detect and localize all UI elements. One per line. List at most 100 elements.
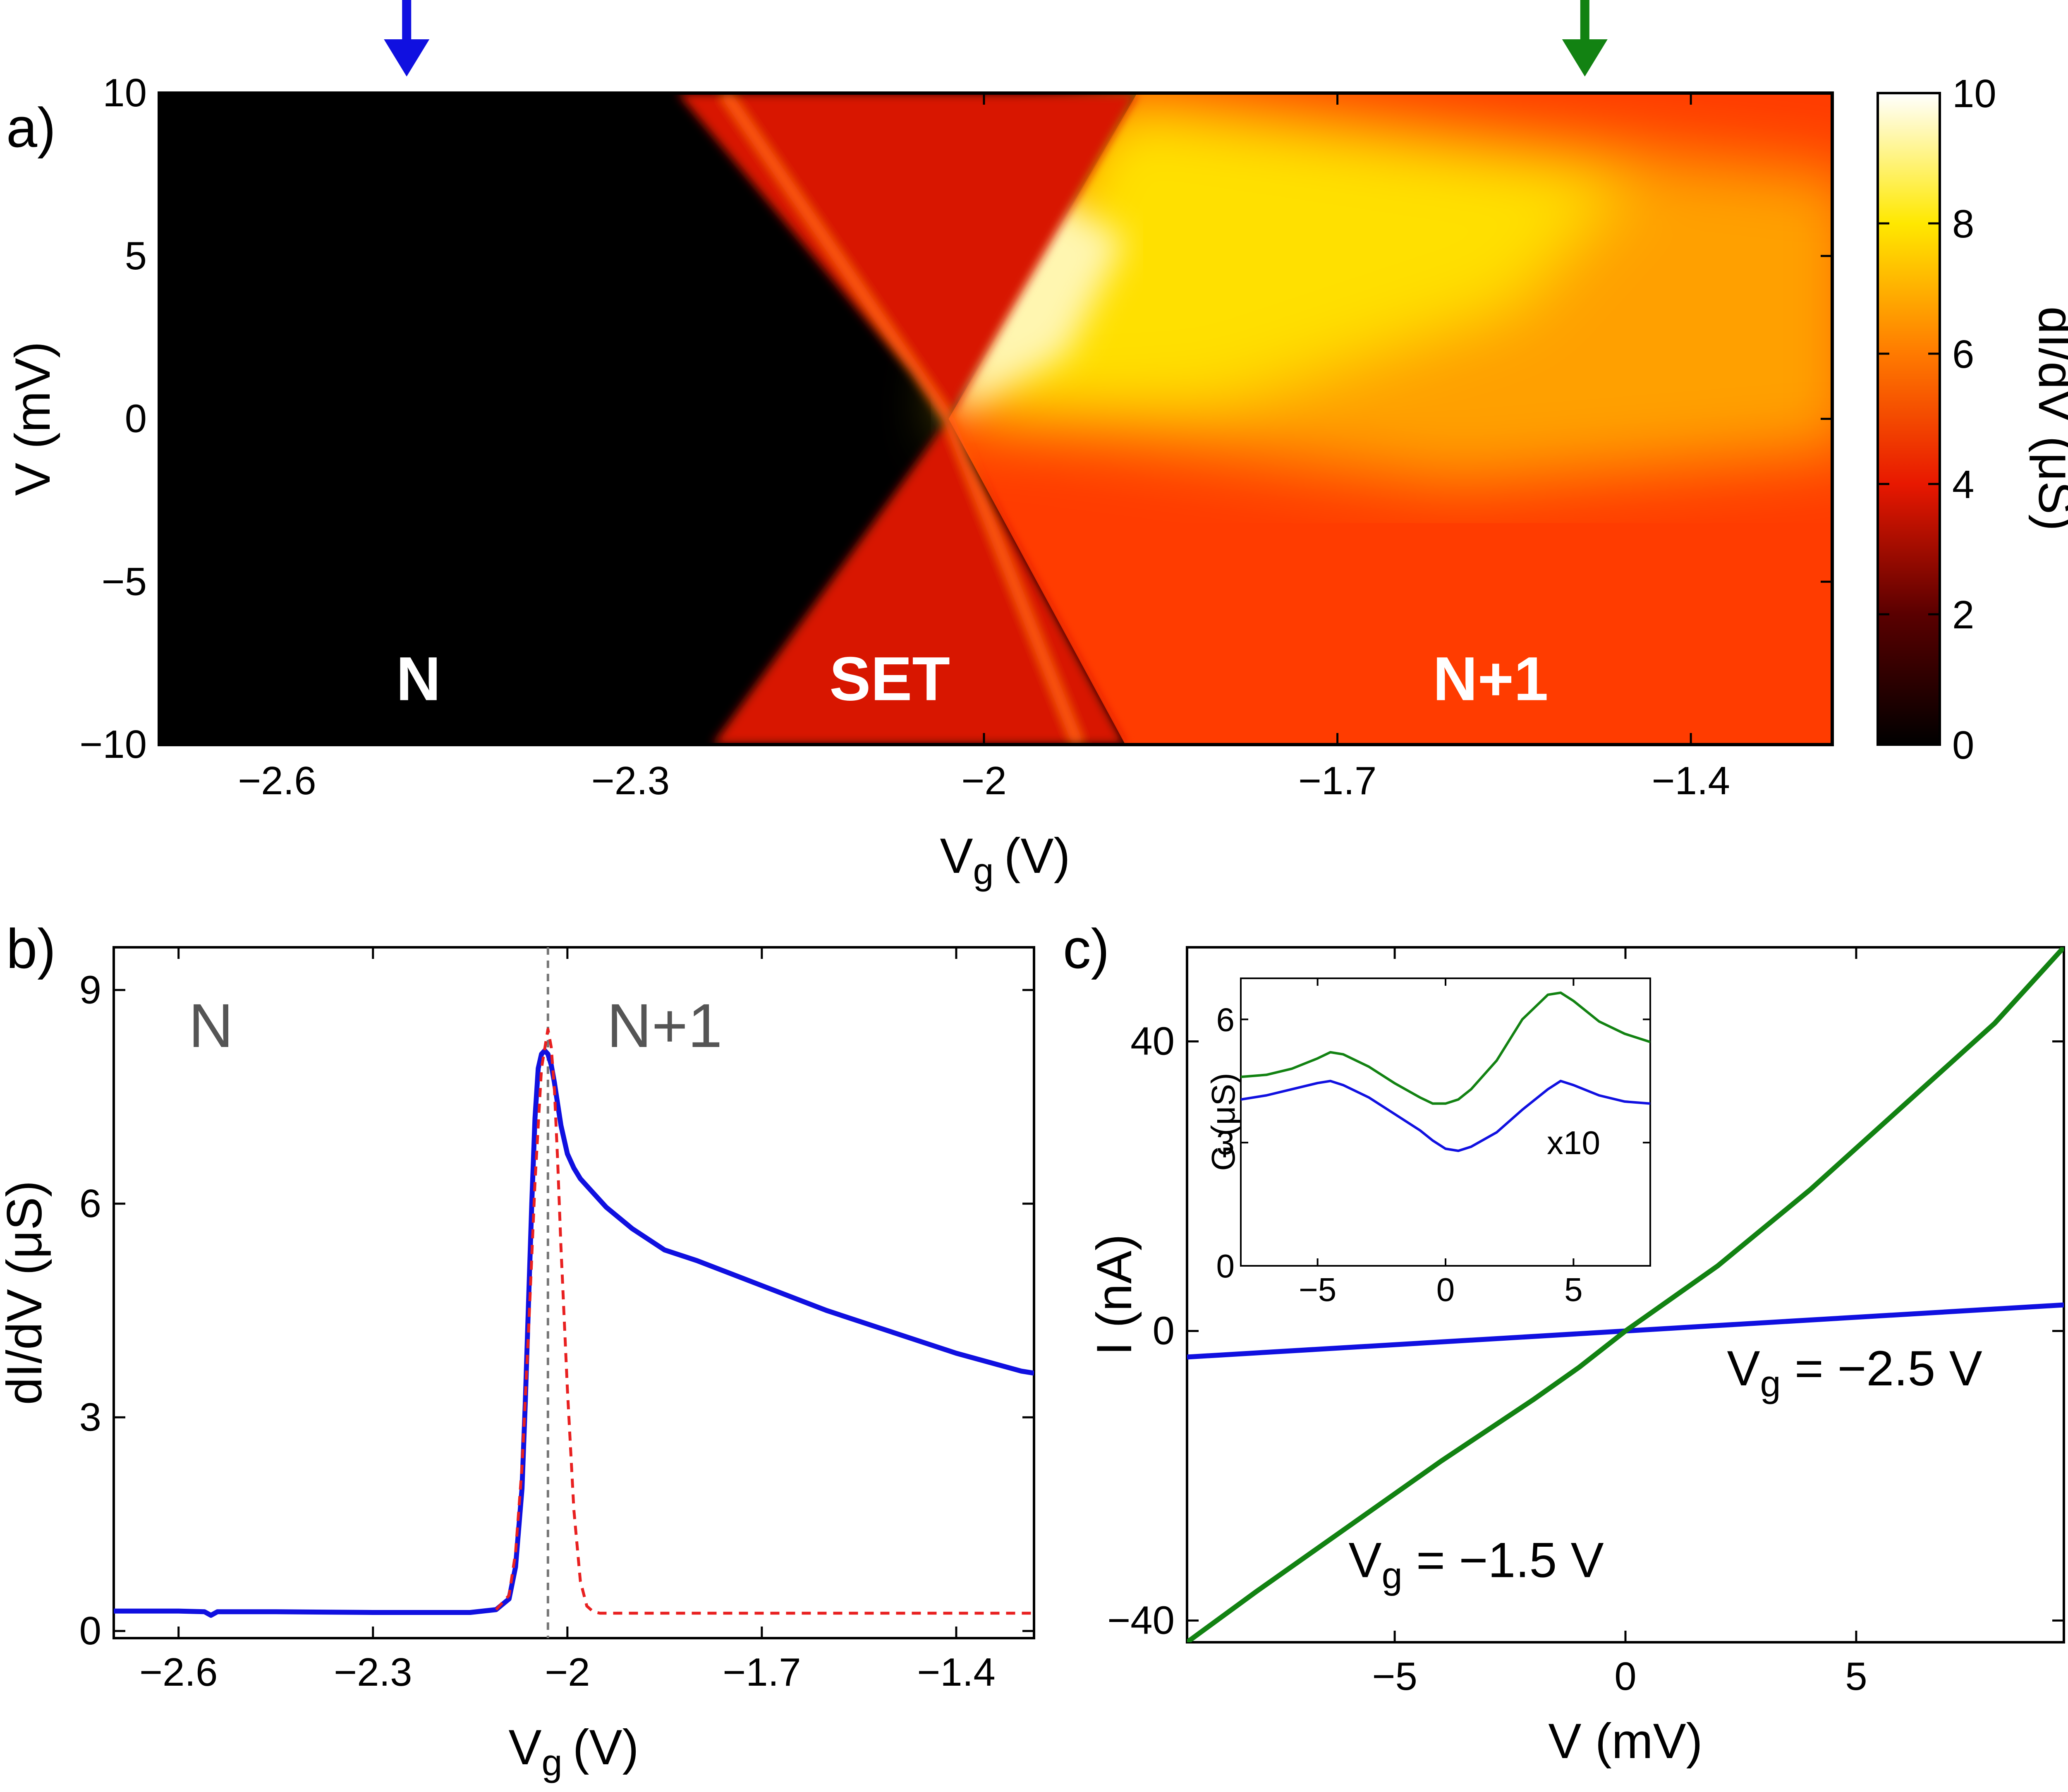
panel-a: a) −2.6 −2.3 −2 −1.7 −1.4 −10 −5 0 5 10 N SET N+1 V… [5, 0, 2068, 892]
panel-b-series-line [495, 1028, 1034, 1615]
inset-ylabel: G (μS) [1205, 1073, 1242, 1171]
colorbar-tick-label: 8 [1952, 202, 1974, 246]
heatmap-glow-core [948, 174, 1125, 419]
inset-xtick-label: −5 [1299, 1271, 1336, 1308]
vg-annotation: Vg = −2.5 V [1727, 1341, 1982, 1405]
heatmap-region-label: N [396, 644, 441, 714]
panel-a-xlabel-sub: g [973, 851, 994, 892]
colorbar-tick-label: 2 [1952, 593, 1974, 637]
colorbar-ticks: 0 2 4 6 8 10 [1878, 72, 1996, 767]
vg-annotation-sub: g [1382, 1555, 1403, 1597]
panel-a-label: a) [6, 96, 56, 159]
heatmap-set-diamond [677, 93, 1137, 745]
gate-voltage-arrow [384, 0, 430, 77]
panel-a-xlabel: Vg (V) [940, 828, 1070, 892]
inset-ytick-label: 6 [1216, 1001, 1235, 1038]
panel-c-ticks: −5 0 5 −40 0 40 [1107, 947, 2064, 1699]
colorbar-tick-label: 10 [1952, 72, 1996, 116]
panel-a-texts: N SET N+1 [384, 0, 1608, 714]
panel-b-ylabel: dI/dV (μS) [0, 1181, 52, 1405]
panel-b-ticks: −2.6 −2.3 −2 −1.7 −1.4 0 3 6 9 [79, 947, 1034, 1694]
panel-c-label: c) [1063, 918, 1109, 980]
heatmap-excited-line-top [720, 93, 953, 422]
panel-b-xtick-label: −1.4 [917, 1650, 996, 1694]
vg-annotation-main: V [1349, 1533, 1382, 1588]
panel-c-ytick-label: −40 [1107, 1598, 1175, 1643]
panel-a-xlabel-unit: (V) [1004, 828, 1070, 884]
panel-b-xlabel-sub: g [542, 1742, 562, 1784]
panel-b-xlabel-unit: (V) [573, 1720, 639, 1775]
inset-ytick-label: 0 [1216, 1248, 1235, 1284]
vg-annotation: Vg = −1.5 V [1349, 1533, 1604, 1597]
panel-c-xlabel: V (mV) [1548, 1713, 1702, 1769]
inset-ticks: −5 0 5 0 3 6 [1216, 978, 1650, 1308]
panel-c-annotations: Vg = −2.5 VVg = −1.5 V [1349, 1341, 1982, 1597]
heatmap-excited-line-bottom [943, 417, 1083, 745]
colorbar [1877, 92, 1941, 746]
heatmap-set-bottom [713, 419, 1125, 745]
panel-c-series-line [1187, 947, 2064, 1642]
panel-a-ytick-label: 5 [125, 234, 147, 278]
panel-a-ticks: −2.6 −2.3 −2 −1.7 −1.4 −10 −5 0 5 10 [79, 71, 1832, 803]
panel-c-ytick-label: 40 [1130, 1019, 1175, 1064]
panel-a-ylabel: V (mV) [5, 341, 60, 496]
panel-b-xlabel-main: V [508, 1720, 541, 1775]
panel-c-ylabel: I (nA) [1087, 1234, 1142, 1355]
panel-b-series [114, 1028, 1034, 1618]
panel-a-ytick-label: 0 [125, 397, 147, 441]
panel-b-xtick-label: −2 [545, 1650, 590, 1694]
panel-b-region-label: N+1 [607, 991, 722, 1060]
vg-annotation-rest: = −1.5 V [1403, 1533, 1604, 1588]
panel-b-ytick-label: 6 [79, 1181, 101, 1226]
heatmap-glow-inner [948, 93, 1632, 419]
panel-b-ytick-label: 0 [79, 1609, 101, 1653]
panel-b-xlabel: Vg (V) [508, 1720, 639, 1784]
panel-a-xlabel-main: V [940, 828, 973, 884]
panel-c-inset: −5 0 5 0 3 6 x10 G (μS) [1205, 977, 1651, 1308]
panel-a-ytick-label: −10 [79, 722, 147, 767]
heatmap-highlight [948, 93, 1832, 484]
panel-a-xtick-label: −2.6 [238, 759, 316, 803]
panel-a-ytick-label: −5 [102, 559, 147, 604]
arrow-head [1562, 39, 1608, 77]
vg-annotation-rest: = −2.5 V [1781, 1341, 1982, 1396]
arrow-head [384, 39, 430, 77]
panel-a-xtick-label: −1.7 [1298, 759, 1377, 803]
panel-b-ytick-label: 9 [79, 968, 101, 1012]
inset-series-line [1241, 991, 1650, 1105]
panel-a-xtick-label: −1.4 [1652, 759, 1730, 803]
panel-c-series [1187, 947, 2064, 1642]
panel-b-region-label: N [189, 991, 233, 1060]
inset-series-line [1241, 1080, 1650, 1152]
vg-annotation-main: V [1727, 1341, 1760, 1396]
heatmap-image [159, 93, 1832, 745]
panel-a-xtick-label: −2 [961, 759, 1006, 803]
panel-b-frame [112, 946, 1035, 1639]
panel-b: b) N N+1 −2.6 −2.3 −2 −1.7 −1.4 0 3 6 9 Vg (V) dI/… [0, 918, 1035, 1784]
inset-xtick-label: 5 [1564, 1271, 1583, 1308]
colorbar-label: dI/dV (μS) [2028, 307, 2068, 531]
panel-c-xtick-label: 0 [1614, 1654, 1636, 1699]
colorbar-tick-label: 6 [1952, 332, 1974, 376]
panel-c-ytick-label: 0 [1153, 1309, 1175, 1353]
panel-c-xtick-label: 5 [1845, 1654, 1867, 1699]
panel-a-ytick-label: 10 [103, 71, 147, 115]
heatmap-set-top [677, 93, 1137, 419]
panel-a-xtick-label: −2.3 [591, 759, 670, 803]
inset-x10-label: x10 [1547, 1124, 1600, 1161]
panel-c-xtick-label: −5 [1372, 1654, 1417, 1699]
heatmap-region-label: SET [829, 644, 950, 714]
colorbar-tick-label: 4 [1952, 462, 1974, 507]
inset-xtick-label: 0 [1436, 1271, 1455, 1308]
panel-b-region-labels: N N+1 [189, 991, 723, 1060]
panel-b-xtick-label: −2.3 [334, 1650, 412, 1694]
inset-background [1240, 977, 1651, 1267]
panel-b-label: b) [6, 918, 56, 980]
panel-b-series-line [114, 1048, 1034, 1618]
panel-b-ytick-label: 3 [79, 1395, 101, 1439]
colorbar-tick-label: 0 [1952, 723, 1974, 767]
panel-b-xtick-label: −2.6 [139, 1650, 218, 1694]
vg-annotation-sub: g [1760, 1363, 1781, 1405]
